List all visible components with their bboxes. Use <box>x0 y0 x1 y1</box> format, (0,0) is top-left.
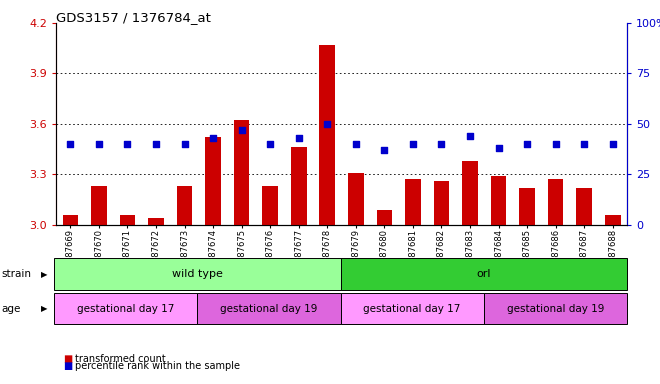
Bar <box>434 181 449 225</box>
Text: GDS3157 / 1376784_at: GDS3157 / 1376784_at <box>56 12 211 25</box>
Text: strain: strain <box>1 269 31 279</box>
Point <box>208 135 218 141</box>
Bar <box>234 121 249 225</box>
Point <box>180 141 190 147</box>
Bar <box>262 186 278 225</box>
Text: gestational day 17: gestational day 17 <box>364 304 461 314</box>
Bar <box>462 161 478 225</box>
Point <box>408 141 418 147</box>
Bar <box>148 218 164 225</box>
Bar <box>319 45 335 225</box>
Bar <box>490 176 506 225</box>
Text: ▶: ▶ <box>41 270 48 279</box>
Point <box>379 147 389 153</box>
Text: gestational day 19: gestational day 19 <box>220 304 317 314</box>
Point <box>322 121 333 127</box>
Point <box>94 141 104 147</box>
Text: gestational day 19: gestational day 19 <box>507 304 604 314</box>
Point <box>550 141 561 147</box>
Point <box>236 127 247 133</box>
Text: wild type: wild type <box>172 269 223 279</box>
Point <box>65 141 76 147</box>
Bar <box>205 137 221 225</box>
Bar <box>177 186 193 225</box>
Bar <box>405 179 421 225</box>
Point <box>436 141 447 147</box>
Text: ▶: ▶ <box>41 304 48 313</box>
Text: transformed count: transformed count <box>75 354 165 364</box>
Point <box>465 133 475 139</box>
Bar <box>376 210 392 225</box>
Text: age: age <box>1 304 20 314</box>
Bar <box>605 215 620 225</box>
Point <box>122 141 133 147</box>
Bar <box>576 188 592 225</box>
Point <box>607 141 618 147</box>
Bar <box>91 186 107 225</box>
Point <box>265 141 275 147</box>
Text: percentile rank within the sample: percentile rank within the sample <box>75 361 240 371</box>
Text: gestational day 17: gestational day 17 <box>77 304 174 314</box>
Bar <box>348 172 364 225</box>
Bar <box>291 147 307 225</box>
Point <box>493 145 504 151</box>
Point <box>150 141 161 147</box>
Point <box>350 141 361 147</box>
Bar <box>119 215 135 225</box>
Text: orl: orl <box>477 269 491 279</box>
Point <box>294 135 304 141</box>
Text: ■: ■ <box>63 354 72 364</box>
Bar <box>519 188 535 225</box>
Text: ■: ■ <box>63 361 72 371</box>
Bar <box>548 179 564 225</box>
Bar <box>63 215 79 225</box>
Point <box>522 141 533 147</box>
Point <box>579 141 589 147</box>
